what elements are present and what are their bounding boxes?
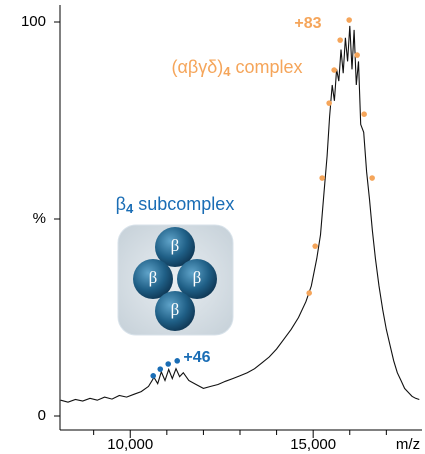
annotation-text: +83: [294, 15, 321, 32]
spectrum: [60, 25, 420, 403]
subunit: [155, 227, 195, 267]
charge-state-dot: [150, 373, 157, 379]
charge-state-dot: [165, 361, 172, 367]
annotation-text: subcomplex: [133, 194, 234, 214]
charge-state-dot: [326, 100, 332, 106]
charge-state-dot: [331, 67, 337, 73]
annotation: (αβγδ)4 complex: [171, 57, 302, 80]
annotation-text: +46: [183, 349, 210, 366]
charge-state-dot: [346, 17, 352, 23]
charge-state-dot: [306, 290, 312, 296]
subunit: [155, 291, 195, 331]
charge-state-dot: [354, 52, 360, 58]
charge-state-dot: [174, 358, 181, 364]
subunit-label: β: [193, 268, 202, 287]
charge-state-dot: [361, 111, 367, 117]
x-axis-label: m/z: [396, 436, 420, 453]
annotation-text: (αβγδ): [171, 57, 223, 77]
annotation: β4 subcomplex: [116, 194, 235, 217]
y-tick-label: %: [33, 210, 46, 227]
annotation-sub: 4: [126, 201, 134, 216]
subunit: [177, 259, 217, 299]
inset-box: [117, 224, 234, 336]
charge-state-dot: [337, 37, 343, 43]
inset: β β β β: [117, 224, 234, 336]
annotation: +46: [183, 349, 210, 366]
annotation: +83: [294, 15, 321, 32]
charge-state-dot: [157, 366, 164, 372]
subunit-label: β: [171, 236, 180, 255]
x-tick-label: 10,000: [107, 436, 153, 453]
y-tick-label: 100: [21, 13, 46, 30]
subunit: [133, 259, 173, 299]
y-tick-label: 0: [38, 407, 46, 424]
charge-state-dot: [312, 243, 318, 249]
annotation-text: complex: [230, 57, 302, 77]
annotation-sub: 4: [223, 64, 231, 79]
charge-state-dot: [369, 175, 375, 181]
annotation-text: β: [116, 194, 126, 214]
x-tick-label: 15,000: [290, 436, 336, 453]
subunit-label: β: [149, 268, 158, 287]
subunit-label: β: [171, 300, 180, 319]
charge-state-dot: [319, 175, 325, 181]
